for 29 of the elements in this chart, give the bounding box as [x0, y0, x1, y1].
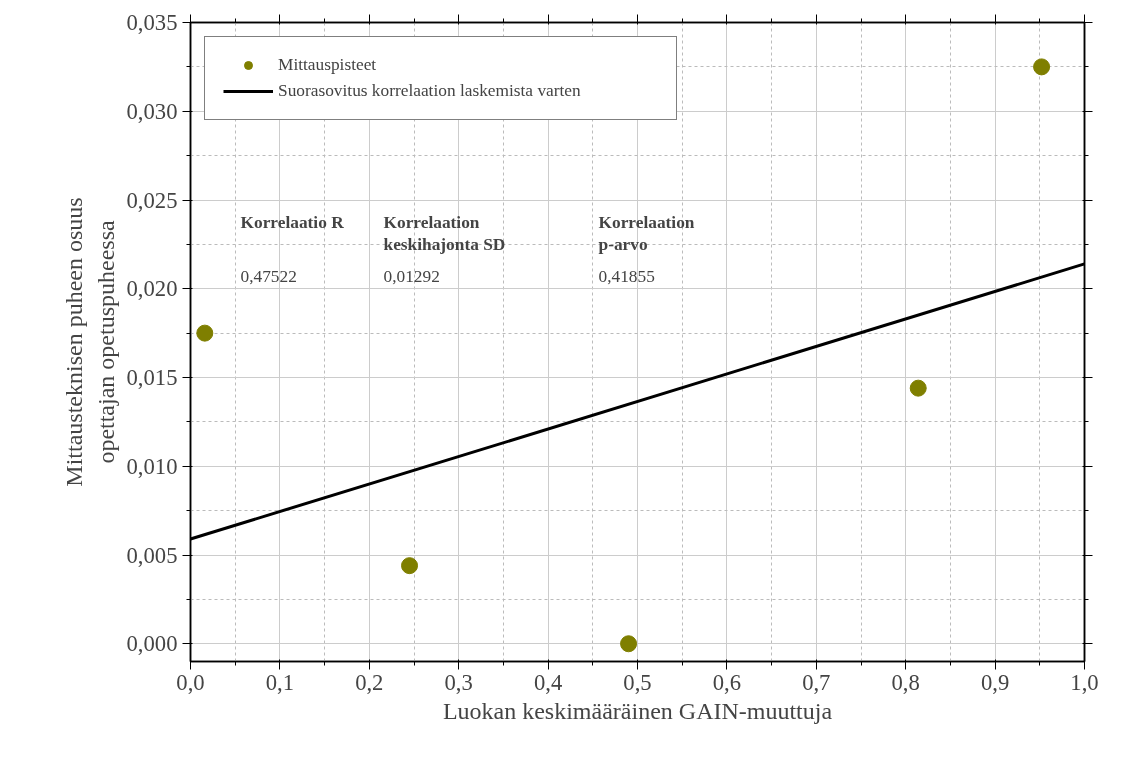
x-tick-label: 0,5 — [623, 669, 652, 695]
y-tick-label: 0,010 — [126, 453, 178, 479]
x-tick-label: 0,2 — [355, 669, 384, 695]
legend-label: Suorasovitus korrelaation laskemista varten — [278, 81, 582, 101]
y-tick-label: 0,005 — [126, 542, 178, 568]
y-tick-label: 0,015 — [126, 365, 178, 390]
annotation: 0,01292 — [383, 266, 440, 286]
x-tick-label: 0,6 — [712, 669, 742, 695]
y-tick-label: 0,020 — [126, 276, 178, 302]
y-tick-label: 0,025 — [126, 187, 178, 213]
annotation: Korrelaation p-arvo — [598, 212, 695, 255]
legend-label: Mittauspisteet — [278, 55, 378, 75]
annotation: 0,47522 — [240, 266, 297, 286]
annotation: Korrelaatio R — [240, 212, 345, 232]
x-tick-label: 0,9 — [980, 669, 1010, 695]
x-tick-label: 0,0 — [176, 669, 205, 695]
x-tick-label: 0,1 — [265, 669, 295, 695]
x-tick-label: 1,0 — [1070, 669, 1099, 695]
x-tick-label: 0,4 — [533, 669, 563, 695]
x-axis-title: Luokan keskimääräinen GAIN-muuttuja — [442, 697, 833, 724]
y-tick-label: 0,035 — [126, 10, 178, 35]
y-tick-label: 0,000 — [126, 631, 178, 657]
x-tick-label: 0,7 — [802, 669, 831, 695]
x-tick-label: 0,3 — [444, 669, 473, 695]
annotation: 0,41855 — [598, 266, 655, 286]
x-tick-label: 0,8 — [891, 669, 920, 695]
y-tick-label: 0,030 — [126, 98, 178, 124]
annotation: Korrelaation keskihajonta SD — [383, 212, 506, 255]
y-axis-title: Mittausteknisen puheen osuus opettajan opetuspuheessa — [61, 197, 119, 487]
